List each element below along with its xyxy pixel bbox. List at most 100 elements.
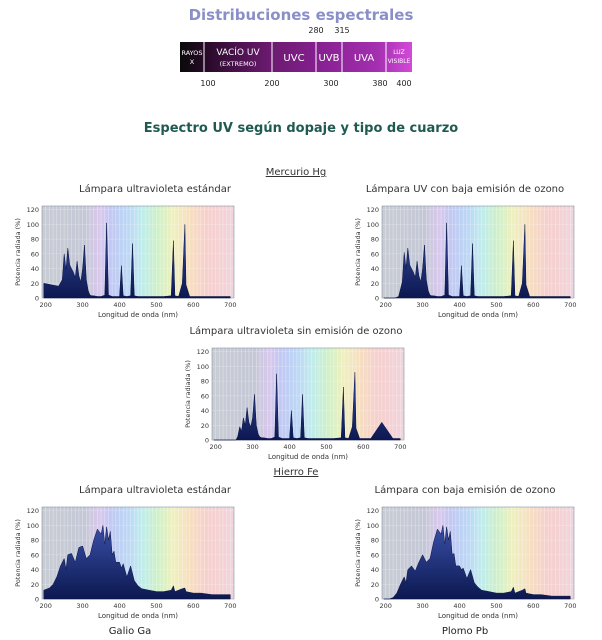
top-tick-315: 315 — [334, 26, 349, 35]
x-tick-label: 500 — [490, 602, 502, 610]
chart-fe-standard: 0 20 40 60 80 100 120 200 300 400 500 600 700 Longitu… — [14, 506, 237, 620]
spectrum-area — [213, 372, 401, 441]
x-tick-label: 600 — [357, 443, 369, 451]
y-tick-label: 60 — [371, 551, 379, 559]
y-tick-label: 20 — [201, 422, 209, 430]
group-label-plomo: Plomo Pb — [441, 626, 489, 637]
x-tick-label: 300 — [416, 602, 428, 610]
band-label-uvb: UVB — [318, 53, 339, 64]
x-axis-label: Longitud de onda (nm) — [438, 612, 518, 620]
band-label-xray-2: X — [190, 58, 195, 66]
x-tick-label: 700 — [394, 443, 406, 451]
x-tick-label: 200 — [209, 443, 221, 451]
spectrum-gradient — [180, 42, 412, 72]
chart-title-hg-no-ozone: Lámpara ultravioleta sin emisión de ozon… — [189, 326, 403, 337]
bottom-tick-400: 400 — [396, 79, 411, 88]
y-tick-label: 120 — [367, 507, 379, 515]
y-tick-label: 60 — [31, 551, 39, 559]
x-tick-label: 400 — [113, 301, 125, 309]
y-tick-label: 100 — [367, 522, 379, 530]
y-tick-label: 40 — [371, 265, 379, 273]
y-tick-label: 100 — [27, 221, 39, 229]
chart-title-hg-low-ozone: Lámpara UV con baja emisión de ozono — [365, 184, 565, 195]
y-tick-label: 60 — [201, 392, 209, 400]
x-tick-label: 700 — [224, 602, 236, 610]
chart-hg-no-ozone: 0 20 40 60 80 100 120 200 300 400 500 600 700 Longitu… — [184, 347, 407, 461]
x-axis-label: Longitud de onda (nm) — [98, 311, 178, 319]
y-tick-label: 20 — [31, 280, 39, 288]
y-tick-label: 80 — [31, 236, 39, 244]
band-label-uva: UVA — [354, 53, 375, 64]
chart-fe-low-ozone: 0 20 40 60 80 100 120 200 300 400 500 600 700 Longitu… — [354, 506, 577, 620]
bottom-tick-100: 100 — [200, 79, 215, 88]
y-tick-label: 100 — [27, 522, 39, 530]
x-tick-label: 400 — [453, 301, 465, 309]
y-tick-label: 80 — [31, 537, 39, 545]
bottom-tick-300: 300 — [323, 79, 338, 88]
x-tick-label: 600 — [187, 602, 199, 610]
spectrum-bar: RAYOS X VACÍO UV (EXTREMO) UVC UVB UVA L… — [180, 26, 412, 88]
spectrum-area — [43, 525, 231, 600]
chart-title-fe-standard: Lámpara ultravioleta estándar — [79, 485, 231, 496]
y-tick-label: 120 — [27, 507, 39, 515]
x-tick-label: 400 — [113, 602, 125, 610]
x-tick-label: 600 — [527, 602, 539, 610]
x-tick-label: 300 — [416, 301, 428, 309]
chart-title-fe-low-ozone: Lámpara con baja emisión de ozono — [374, 485, 556, 496]
y-tick-label: 60 — [371, 250, 379, 258]
band-label-visible-2: VISIBLE — [388, 58, 411, 65]
chart-hg-low-ozone: 0 20 40 60 80 100 120 200 300 400 500 600 700 Longitu… — [354, 205, 577, 319]
x-axis-label: Longitud de onda (nm) — [268, 453, 348, 461]
x-tick-label: 700 — [564, 602, 576, 610]
x-tick-label: 500 — [320, 443, 332, 451]
y-tick-label: 40 — [31, 265, 39, 273]
y-tick-label: 0 — [375, 295, 379, 303]
x-tick-label: 700 — [564, 301, 576, 309]
bottom-tick-200: 200 — [264, 79, 279, 88]
band-label-visible-1: LUZ — [393, 49, 404, 56]
y-axis-label: Potencia radiada (%) — [14, 519, 22, 587]
y-tick-label: 120 — [27, 206, 39, 214]
y-tick-label: 0 — [375, 596, 379, 604]
y-tick-label: 100 — [367, 221, 379, 229]
band-sublabel-vacuum-uv: (EXTREMO) — [220, 60, 257, 68]
x-tick-label: 500 — [150, 602, 162, 610]
x-tick-label: 500 — [490, 301, 502, 309]
y-axis-label: Potencia radiada (%) — [354, 519, 362, 587]
band-label-vacuum-uv: VACÍO UV — [216, 46, 260, 58]
group-label-hierro: Hierro Fe — [273, 467, 319, 478]
x-tick-label: 200 — [39, 301, 51, 309]
x-axis-label: Longitud de onda (nm) — [438, 311, 518, 319]
x-axis-label: Longitud de onda (nm) — [98, 612, 178, 620]
y-tick-label: 0 — [35, 295, 39, 303]
x-tick-label: 500 — [150, 301, 162, 309]
y-tick-label: 0 — [205, 437, 209, 445]
y-tick-label: 20 — [31, 581, 39, 589]
y-tick-label: 40 — [31, 566, 39, 574]
page-title: Distribuciones espectrales — [188, 6, 414, 24]
x-tick-label: 200 — [379, 602, 391, 610]
section-title: Espectro UV según dopaje y tipo de cuarz… — [143, 121, 459, 136]
x-tick-label: 600 — [187, 301, 199, 309]
top-tick-280: 280 — [308, 26, 323, 35]
y-tick-label: 80 — [201, 378, 209, 386]
x-tick-label: 400 — [453, 602, 465, 610]
chart-title-hg-standard: Lámpara ultravioleta estándar — [79, 184, 231, 195]
x-tick-label: 600 — [527, 301, 539, 309]
bottom-tick-380: 380 — [372, 79, 387, 88]
y-tick-label: 20 — [371, 581, 379, 589]
y-tick-label: 0 — [35, 596, 39, 604]
x-tick-label: 400 — [283, 443, 295, 451]
x-tick-label: 200 — [39, 602, 51, 610]
group-label-galio: Galio Ga — [108, 626, 152, 637]
spectrum-area — [383, 525, 571, 600]
y-axis-label: Potencia radiada (%) — [14, 218, 22, 286]
x-tick-label: 700 — [224, 301, 236, 309]
y-tick-label: 80 — [371, 537, 379, 545]
y-tick-label: 60 — [31, 250, 39, 258]
y-tick-label: 40 — [371, 566, 379, 574]
x-tick-label: 300 — [76, 301, 88, 309]
x-tick-label: 300 — [246, 443, 258, 451]
y-tick-label: 40 — [201, 407, 209, 415]
y-tick-label: 100 — [197, 363, 209, 371]
